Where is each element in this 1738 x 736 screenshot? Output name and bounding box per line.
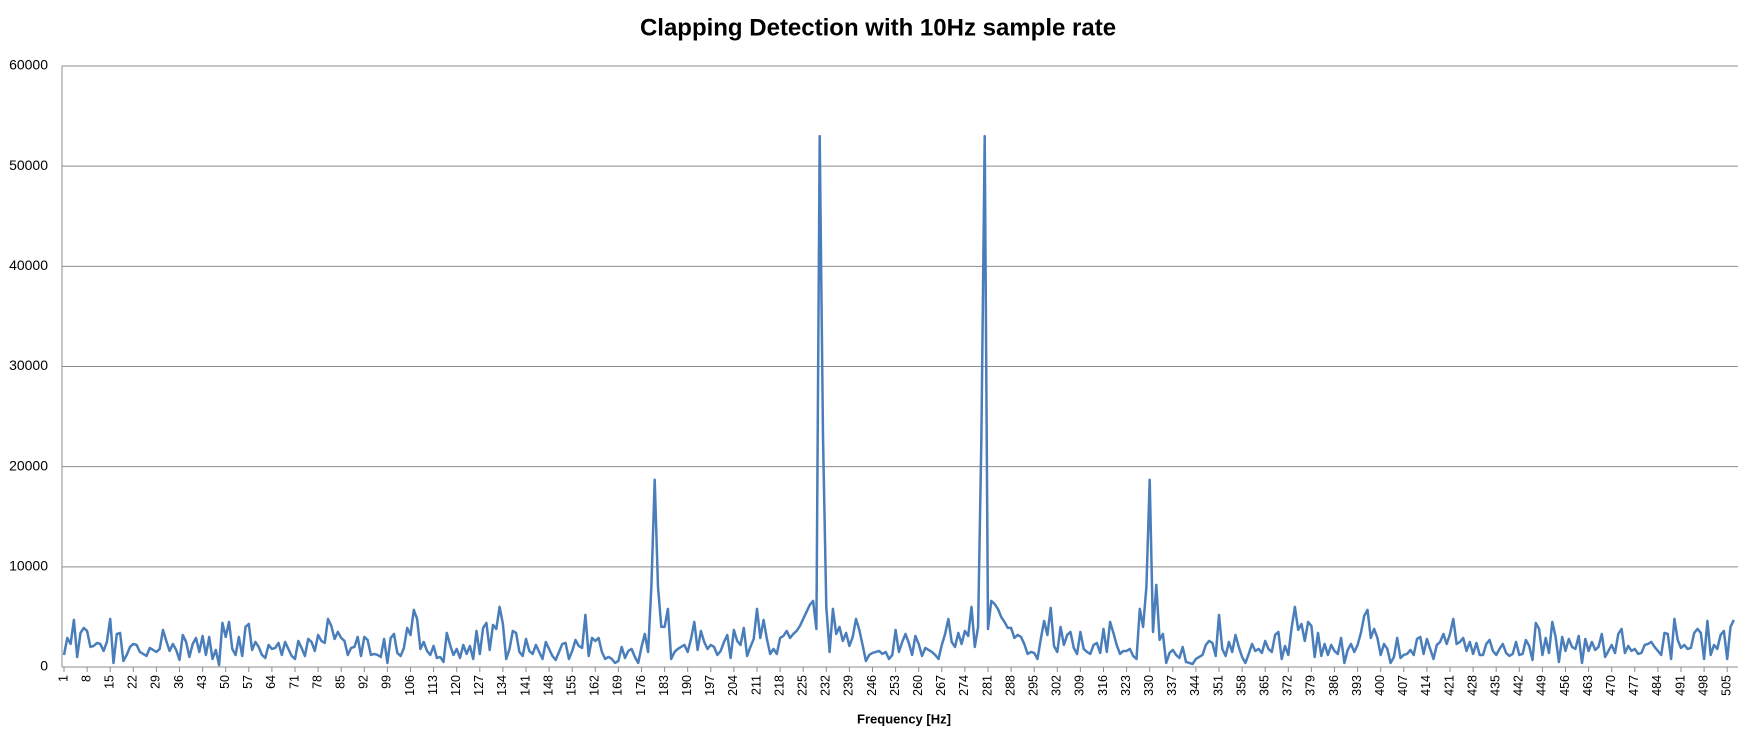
x-tick-label: 71 bbox=[287, 675, 301, 689]
x-tick-label: 344 bbox=[1188, 675, 1202, 696]
x-tick-label: 288 bbox=[1003, 675, 1017, 696]
x-tick-label: 302 bbox=[1050, 675, 1064, 696]
x-tick-label: 267 bbox=[934, 675, 948, 696]
x-tick-label: 99 bbox=[380, 675, 394, 689]
x-tick-label: 36 bbox=[172, 675, 186, 689]
x-tick-label: 491 bbox=[1673, 675, 1687, 696]
x-tick-label: 85 bbox=[333, 675, 347, 689]
x-tick-label: 281 bbox=[980, 675, 994, 696]
x-tick-label: 190 bbox=[680, 675, 694, 696]
x-tick-label: 113 bbox=[426, 675, 440, 695]
x-tick-label: 463 bbox=[1581, 675, 1595, 696]
x-tick-label: 1 bbox=[56, 675, 70, 682]
x-tick-label: 176 bbox=[634, 675, 648, 696]
x-tick-label: 64 bbox=[264, 675, 278, 689]
x-tick-label: 197 bbox=[703, 675, 717, 696]
x-tick-label: 470 bbox=[1604, 675, 1618, 696]
y-tick-label: 60000 bbox=[9, 57, 48, 73]
x-tick-label: 505 bbox=[1719, 675, 1733, 696]
x-tick-label: 253 bbox=[888, 675, 902, 696]
x-tick-label: 211 bbox=[749, 675, 763, 695]
x-tick-label: 365 bbox=[1257, 675, 1271, 696]
x-tick-label: 309 bbox=[1073, 675, 1087, 696]
x-tick-label: 498 bbox=[1696, 675, 1710, 696]
x-tick-label: 29 bbox=[149, 675, 163, 689]
x-tick-label: 127 bbox=[472, 675, 486, 696]
x-tick-label: 57 bbox=[241, 675, 255, 689]
x-tick-label: 316 bbox=[1096, 675, 1110, 696]
x-tick-label: 155 bbox=[564, 675, 578, 696]
y-tick-label: 0 bbox=[40, 658, 48, 674]
x-tick-label: 239 bbox=[842, 675, 856, 696]
x-tick-label: 421 bbox=[1442, 675, 1456, 696]
x-tick-label: 379 bbox=[1304, 675, 1318, 696]
x-tick-label: 400 bbox=[1373, 675, 1387, 696]
x-tick-label: 22 bbox=[126, 675, 140, 689]
x-tick-label: 323 bbox=[1119, 675, 1133, 696]
x-tick-label: 8 bbox=[79, 675, 93, 682]
y-tick-label: 20000 bbox=[9, 457, 48, 473]
x-tick-label: 456 bbox=[1558, 675, 1572, 696]
x-tick-label: 484 bbox=[1650, 675, 1664, 696]
x-tick-label: 337 bbox=[1165, 675, 1179, 696]
x-tick-label: 295 bbox=[1026, 675, 1040, 696]
x-tick-label: 246 bbox=[865, 675, 879, 696]
x-tick-label: 225 bbox=[795, 675, 809, 696]
y-tick-label: 40000 bbox=[9, 257, 48, 273]
x-tick-label: 477 bbox=[1627, 675, 1641, 696]
x-tick-label: 428 bbox=[1465, 675, 1479, 696]
y-tick-label: 50000 bbox=[9, 157, 48, 173]
data-line bbox=[62, 134, 1735, 667]
x-tick-label: 134 bbox=[495, 675, 509, 696]
x-tick-label: 92 bbox=[357, 675, 371, 689]
x-tick-label: 204 bbox=[726, 675, 740, 696]
x-tick-label: 386 bbox=[1327, 675, 1341, 696]
x-tick-label: 50 bbox=[218, 675, 232, 689]
x-tick-label: 169 bbox=[611, 675, 625, 696]
chart-title: Clapping Detection with 10Hz sample rate bbox=[640, 14, 1116, 41]
y-tick-label: 30000 bbox=[9, 357, 48, 373]
x-tick-label: 15 bbox=[102, 675, 116, 689]
x-tick-label: 358 bbox=[1234, 675, 1248, 696]
x-tick-label: 393 bbox=[1350, 675, 1364, 696]
x-tick-label: 274 bbox=[957, 675, 971, 696]
x-tick-label: 43 bbox=[195, 675, 209, 689]
x-tick-label: 449 bbox=[1535, 675, 1549, 696]
x-tick-label: 120 bbox=[449, 675, 463, 696]
x-tick-label: 351 bbox=[1211, 675, 1225, 696]
x-tick-label: 260 bbox=[911, 675, 925, 696]
x-tick-label: 162 bbox=[588, 675, 602, 696]
x-tick-label: 372 bbox=[1281, 675, 1295, 696]
x-tick-label: 407 bbox=[1396, 675, 1410, 696]
x-tick-label: 435 bbox=[1488, 675, 1502, 696]
x-tick-label: 78 bbox=[310, 675, 324, 689]
x-tick-label: 183 bbox=[657, 675, 671, 696]
x-tick-label: 141 bbox=[518, 675, 532, 696]
x-tick-label: 414 bbox=[1419, 675, 1433, 696]
x-axis-title: Frequency [Hz] bbox=[857, 711, 951, 726]
x-tick-label: 442 bbox=[1512, 675, 1526, 696]
x-tick-label: 232 bbox=[819, 675, 833, 696]
y-tick-label: 10000 bbox=[9, 558, 48, 574]
x-tick-label: 218 bbox=[772, 675, 786, 696]
x-tick-label: 106 bbox=[403, 675, 417, 696]
x-tick-label: 148 bbox=[541, 675, 555, 696]
x-tick-label: 330 bbox=[1142, 675, 1156, 696]
